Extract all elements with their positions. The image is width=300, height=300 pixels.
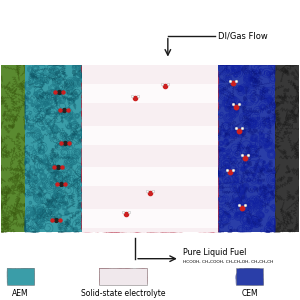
Bar [82,209,218,228]
Text: AEM: AEM [12,289,29,298]
Text: HCOOH, CH₃COOH, CH₃CH₂OH, CH₃CH₂CH: HCOOH, CH₃COOH, CH₃CH₂OH, CH₃CH₂CH [183,260,273,264]
Bar [218,65,275,232]
Text: Solid-state electrolyte: Solid-state electrolyte [81,289,166,298]
Text: Pure Liquid Fuel: Pure Liquid Fuel [183,248,246,257]
Bar [1,65,25,232]
Text: DI/Gas Flow: DI/Gas Flow [218,31,268,40]
Bar [82,65,218,232]
Bar [275,65,299,232]
Bar [236,268,263,285]
Bar [82,126,218,145]
Bar [25,65,275,232]
Bar [82,84,218,103]
Bar [100,268,147,285]
Text: CEM: CEM [241,289,258,298]
Bar [7,268,34,285]
Bar [82,167,218,186]
Bar [25,65,82,232]
